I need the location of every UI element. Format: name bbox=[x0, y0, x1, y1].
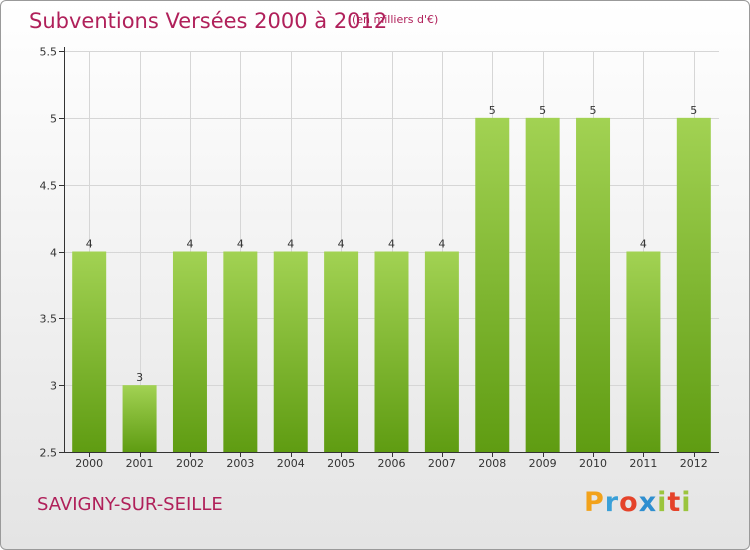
data-label: 5 bbox=[539, 104, 546, 117]
bar-2006 bbox=[374, 251, 409, 452]
data-label: 4 bbox=[388, 238, 395, 251]
bar-2007 bbox=[424, 251, 459, 452]
unit-note: (en milliers d'€) bbox=[352, 13, 439, 26]
bar-2005 bbox=[324, 251, 359, 452]
y-tick-label: 3 bbox=[50, 380, 57, 393]
x-tick-label: 2008 bbox=[478, 457, 506, 470]
x-tick-label: 2004 bbox=[277, 457, 305, 470]
data-label: 4 bbox=[237, 238, 244, 251]
y-tick-label: 5.5 bbox=[40, 46, 58, 59]
commune-name: SAVIGNY-SUR-SEILLE bbox=[37, 494, 223, 515]
bar-2003 bbox=[223, 251, 258, 452]
x-tick-label: 2003 bbox=[226, 457, 254, 470]
logo-letter: r bbox=[604, 487, 620, 518]
logo-letter: t bbox=[667, 487, 682, 518]
x-tick-label: 2011 bbox=[629, 457, 657, 470]
labels: 2.5 3 3.5 4 4.5 5 5.5 4 2000 3 2001 4 2002 4 2003 4 2004… bbox=[40, 46, 708, 471]
data-label: 4 bbox=[338, 238, 345, 251]
bar-2012 bbox=[676, 117, 711, 452]
y-tick-label: 4 bbox=[50, 247, 57, 260]
y-tick-label: 4.5 bbox=[40, 180, 58, 193]
bar-2010 bbox=[576, 117, 611, 452]
y-tick-label: 5 bbox=[50, 113, 57, 126]
data-label: 4 bbox=[287, 238, 294, 251]
x-tick-label: 2002 bbox=[176, 457, 204, 470]
bar-2004 bbox=[273, 251, 308, 452]
x-tick-label: 2010 bbox=[579, 457, 607, 470]
bar-2009 bbox=[525, 117, 560, 452]
x-tick-label: 2006 bbox=[378, 457, 406, 470]
axes bbox=[59, 47, 719, 457]
data-label: 3 bbox=[136, 371, 143, 384]
y-tick-label: 2.5 bbox=[40, 447, 58, 460]
bar-2002 bbox=[172, 251, 207, 452]
bar-2011 bbox=[626, 251, 661, 452]
x-tick-label: 2012 bbox=[680, 457, 708, 470]
x-tick-label: 2005 bbox=[327, 457, 355, 470]
data-label: 4 bbox=[438, 238, 445, 251]
data-label: 4 bbox=[640, 238, 647, 251]
logo-letter: P bbox=[584, 487, 605, 518]
x-tick-label: 2007 bbox=[428, 457, 456, 470]
y-tick-label: 3.5 bbox=[40, 313, 58, 326]
data-label: 5 bbox=[489, 104, 496, 117]
bar-2008 bbox=[475, 117, 510, 452]
data-label: 5 bbox=[590, 104, 597, 117]
x-tick-label: 2000 bbox=[75, 457, 103, 470]
bars bbox=[72, 117, 711, 452]
x-tick-label: 2009 bbox=[529, 457, 557, 470]
proxiti-logo[interactable]: Proxiti bbox=[584, 487, 692, 518]
data-label: 4 bbox=[186, 238, 193, 251]
logo-letter: i bbox=[681, 487, 692, 518]
bar-2001 bbox=[122, 385, 157, 452]
data-label: 4 bbox=[86, 238, 93, 251]
x-tick-label: 2001 bbox=[126, 457, 154, 470]
chart-title: Subventions Versées 2000 à 2012 bbox=[29, 9, 388, 33]
data-label: 5 bbox=[690, 104, 697, 117]
logo-letter: o bbox=[619, 487, 639, 518]
logo-letter: x bbox=[638, 487, 658, 518]
logo-letter: i bbox=[657, 487, 668, 518]
bar-2000 bbox=[72, 251, 107, 452]
